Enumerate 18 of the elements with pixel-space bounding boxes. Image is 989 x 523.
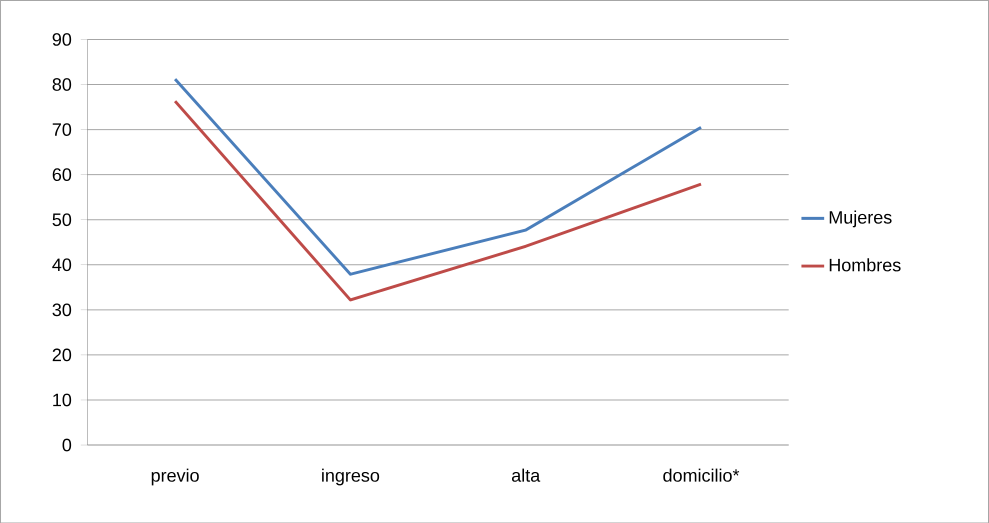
x-tick-label: alta [512, 468, 540, 482]
y-tick-label: 0 [62, 438, 72, 452]
y-tick-label: 30 [52, 303, 72, 316]
y-tick-label: 80 [52, 78, 72, 91]
y-tick-label: 50 [52, 213, 72, 226]
x-tick-label: ingreso [322, 468, 380, 486]
y-tick-label: 70 [52, 122, 72, 136]
legend-label: Hombres [830, 258, 901, 272]
x-tick-label: previo [152, 468, 199, 486]
legend-label: Mujeres [830, 210, 892, 228]
x-tick-label: domicilio* [663, 468, 740, 482]
y-tick-label: 90 [52, 32, 72, 46]
line-series [174, 100, 702, 302]
y-tick-label: 10 [53, 393, 72, 406]
y-tick-label: 20 [52, 348, 72, 362]
y-tick-label: 40 [52, 258, 72, 271]
y-tick-label: 60 [52, 168, 72, 181]
line-series [174, 77, 702, 276]
